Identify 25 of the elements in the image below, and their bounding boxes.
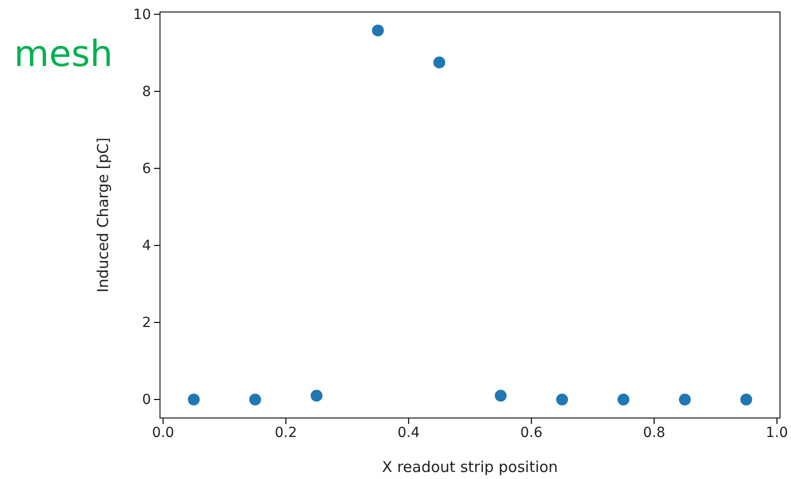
x-tick-label: 0.8 <box>643 424 666 441</box>
point <box>556 394 568 406</box>
point <box>310 390 322 402</box>
text: mesh <box>14 34 113 75</box>
point <box>372 24 384 36</box>
y-tick-label: 8 <box>142 84 151 100</box>
x-tick-label: 0.0 <box>152 424 174 441</box>
y-tick-label: 0 <box>142 392 151 408</box>
x-tick-label: 0.6 <box>520 424 543 441</box>
point <box>618 394 630 406</box>
point <box>678 394 691 406</box>
point <box>494 390 507 402</box>
point <box>188 394 200 406</box>
y-tick-label: 4 <box>142 238 152 254</box>
point <box>249 394 262 406</box>
y-axis-title: Induced Charge [pC] <box>94 137 112 293</box>
x-tick-label: 0.4 <box>397 424 420 441</box>
point <box>433 56 446 68</box>
x-axis-title: X readout strip position <box>382 458 558 476</box>
y-tick-label: 2 <box>142 314 151 331</box>
x-tick-label: 1.0 <box>766 424 788 441</box>
x-tick-label: 0.2 <box>274 424 297 441</box>
y-tick-label: 10 <box>133 6 151 23</box>
point <box>740 394 752 406</box>
y-tick-label: 6 <box>142 160 152 177</box>
